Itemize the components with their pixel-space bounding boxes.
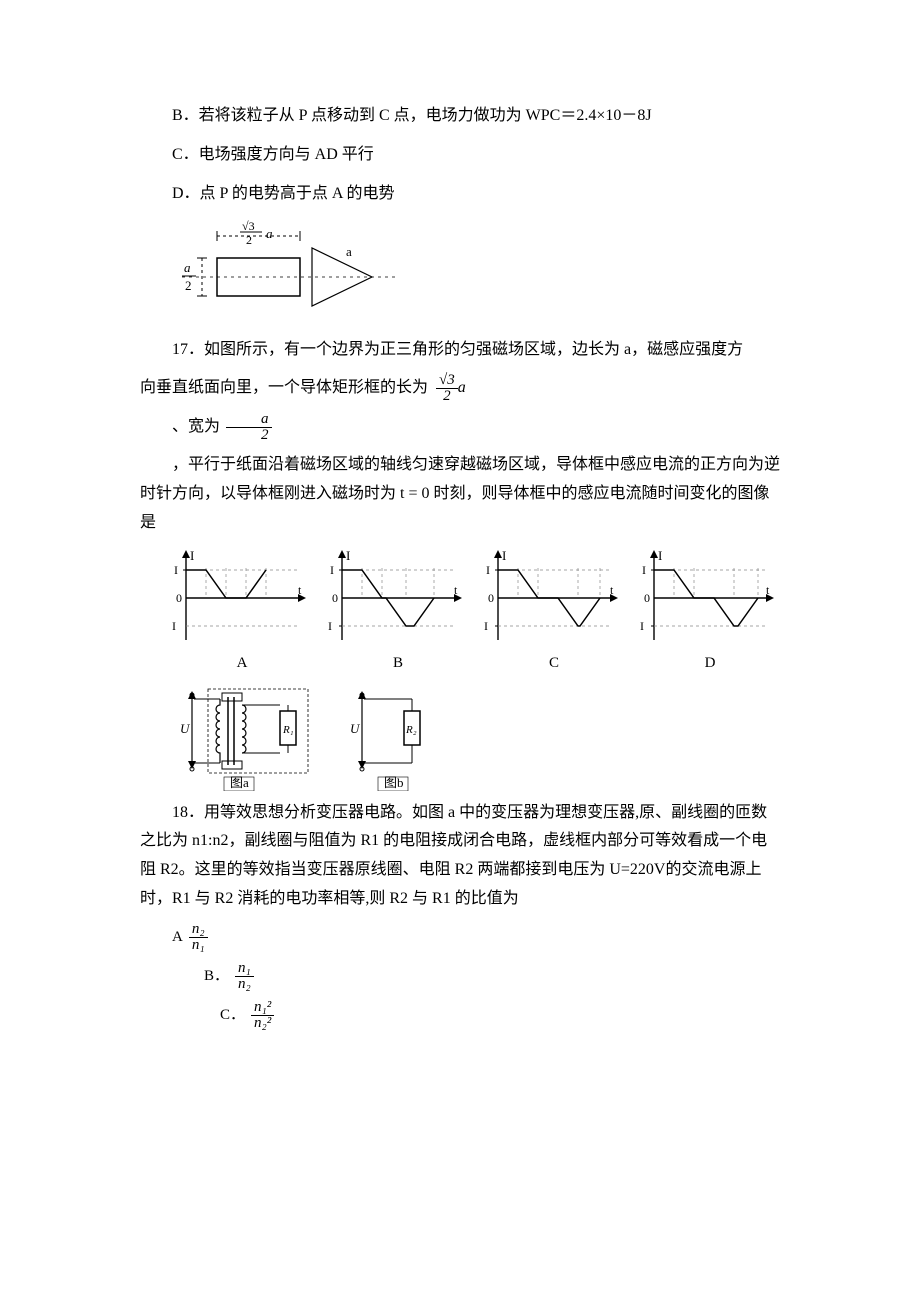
R1-label: R₁ bbox=[282, 724, 294, 736]
option-b: B．若将该粒子从 P 点移动到 C 点，电场力做功为 WPC＝2.4×10－8J bbox=[140, 102, 780, 131]
q17-frac2-num: a bbox=[226, 412, 272, 427]
chart-a-label: A bbox=[172, 650, 312, 677]
R2-label: R₂ bbox=[405, 724, 417, 736]
svg-text:I: I bbox=[330, 563, 334, 577]
U-label-a: U bbox=[180, 721, 191, 736]
svg-text:I: I bbox=[642, 563, 646, 577]
svg-text:I: I bbox=[346, 548, 350, 563]
q18-C-letter: C． bbox=[220, 1002, 245, 1029]
q17-line3-prefix: 、宽为 bbox=[172, 418, 220, 435]
height-den: 2 bbox=[185, 278, 192, 293]
q18-C-den: n₂² bbox=[251, 1016, 274, 1031]
q17-frac1-suffix: a bbox=[458, 379, 466, 396]
width-suffix: a bbox=[266, 226, 273, 241]
q17-line2-prefix: 向垂直纸面向里，一个导体矩形框的长为 bbox=[140, 379, 428, 396]
q18-C-frac: n₁² n₂² bbox=[251, 1000, 274, 1031]
chart-c-label: C bbox=[484, 650, 624, 677]
q18-circuits: U R₁ 图a bbox=[172, 681, 780, 791]
svg-text:0: 0 bbox=[176, 591, 182, 605]
q18-option-B: B． n₁ n₂ bbox=[204, 961, 780, 992]
svg-text:0: 0 bbox=[332, 591, 338, 605]
q18-A-frac: n₂ n₁ bbox=[189, 922, 208, 953]
height-num: a bbox=[184, 260, 191, 275]
q18-B-frac: n₁ n₂ bbox=[235, 961, 254, 992]
triangle-side-label: a bbox=[346, 244, 352, 259]
svg-text:-I: -I bbox=[172, 619, 176, 633]
q18-text: 18．用等效思想分析变压器电路。如图 a 中的变压器为理想变压器,原、副线圈的匝… bbox=[140, 799, 780, 914]
chart-A: It I 0-I A bbox=[172, 548, 312, 677]
circuit-a: U R₁ 图a bbox=[172, 681, 322, 791]
svg-text:I: I bbox=[190, 548, 194, 563]
chart-B: It I 0-I B bbox=[328, 548, 468, 677]
q18-A-num: n₂ bbox=[189, 922, 208, 937]
svg-text:I: I bbox=[486, 563, 490, 577]
q18-A-den: n₁ bbox=[189, 938, 208, 953]
svg-text:t: t bbox=[766, 583, 770, 597]
q17-frac1: √3 2 bbox=[436, 373, 458, 404]
q17-line1: 17．如图所示，有一个边界为正三角形的匀强磁场区域，边长为 a，磁感应强度方 bbox=[140, 336, 780, 365]
svg-text:t: t bbox=[454, 583, 458, 597]
q17-frac2: a 2 bbox=[226, 412, 272, 443]
figure-rect-triangle: √3 2 a a 2 a bbox=[172, 218, 780, 328]
circuit-b: U R₂ 图b bbox=[342, 681, 462, 791]
q17-frac2-den: 2 bbox=[226, 428, 272, 443]
q18-B-letter: B． bbox=[204, 963, 229, 990]
chart-C: It I 0-I C bbox=[484, 548, 624, 677]
q18-option-A: A n₂ n₁ bbox=[172, 922, 780, 953]
svg-text:t: t bbox=[610, 583, 614, 597]
q17-frac1-num: √3 bbox=[436, 373, 458, 388]
q17-charts: ItI0-I A ItI0-I B ItI0-I C ItI0-I D bbox=[172, 548, 780, 677]
svg-text:√3: √3 bbox=[242, 219, 255, 233]
svg-text:I: I bbox=[658, 548, 662, 563]
q18-B-num: n₁ bbox=[235, 961, 254, 976]
U-label-b: U bbox=[350, 721, 361, 736]
chart-d-label: D bbox=[640, 650, 780, 677]
option-d: D．点 P 的电势高于点 A 的电势 bbox=[140, 180, 780, 209]
svg-text:0: 0 bbox=[644, 591, 650, 605]
q18-C-num: n₁² bbox=[251, 1000, 274, 1015]
svg-text:0: 0 bbox=[488, 591, 494, 605]
q18-B-den: n₂ bbox=[235, 977, 254, 992]
q17-line2: 向垂直纸面向里，一个导体矩形框的长为 √3 2 a bbox=[140, 373, 780, 404]
svg-text:t: t bbox=[298, 583, 302, 597]
svg-text:I: I bbox=[174, 563, 178, 577]
q18-option-C: C． n₁² n₂² bbox=[220, 1000, 780, 1031]
q17-line4: ，平行于纸面沿着磁场区域的轴线匀速穿越磁场区域，导体框中感应电流的正方向为逆时针… bbox=[140, 451, 780, 537]
svg-text:-I: -I bbox=[328, 619, 332, 633]
svg-text:2: 2 bbox=[246, 233, 252, 247]
document-page: B．若将该粒子从 P 点移动到 C 点，电场力做功为 WPC＝2.4×10－8J… bbox=[0, 0, 920, 1302]
chart-b-label: B bbox=[328, 650, 468, 677]
option-c: C．电场强度方向与 AD 平行 bbox=[140, 141, 780, 170]
svg-text:-I: -I bbox=[484, 619, 488, 633]
q17-frac1-den: 2 bbox=[440, 389, 454, 404]
svg-text:I: I bbox=[502, 548, 506, 563]
svg-text:-I: -I bbox=[640, 619, 644, 633]
q18-A-letter: A bbox=[172, 924, 183, 951]
q17-line3: 、宽为 a 2 bbox=[140, 412, 780, 443]
chart-D: It I 0-I D bbox=[640, 548, 780, 677]
